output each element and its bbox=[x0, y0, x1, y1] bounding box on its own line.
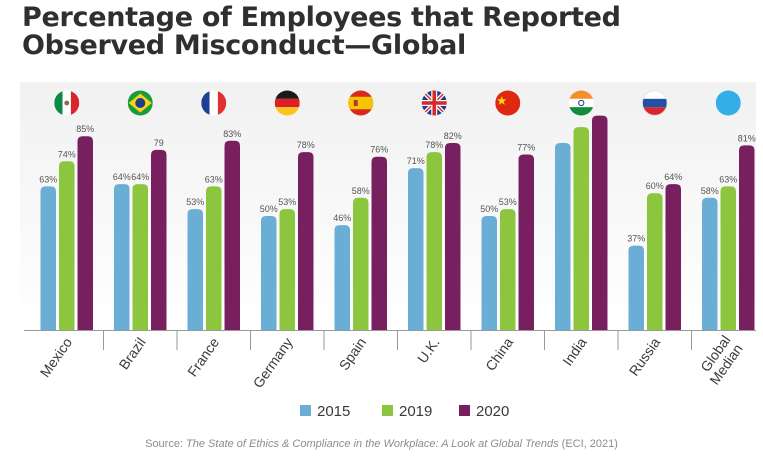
china-flag bbox=[495, 90, 521, 116]
category-label: Germany bbox=[250, 335, 296, 391]
bar-u-k--2015 bbox=[408, 168, 424, 330]
france-flag bbox=[201, 90, 227, 116]
legend-swatch-2020 bbox=[459, 405, 470, 416]
bar-brazil-2020 bbox=[151, 149, 167, 330]
data-label: 81% bbox=[738, 133, 756, 143]
source-title: The State of Ethics & Compliance in the … bbox=[186, 438, 559, 450]
data-label: 79 bbox=[154, 138, 164, 148]
data-label: 63% bbox=[205, 174, 223, 184]
data-label: 64% bbox=[113, 172, 131, 182]
category-label: GlobalMedian bbox=[694, 332, 746, 387]
bar-mexico-2020 bbox=[77, 136, 93, 330]
data-label-group: 63%74%85%64% 64%7953%63%83%50%53%78%46%58… bbox=[39, 124, 756, 243]
bar-india-2020 bbox=[592, 115, 608, 331]
data-label: 53% bbox=[186, 197, 204, 207]
data-label: 71% bbox=[407, 156, 425, 166]
category-label: U.K. bbox=[414, 335, 443, 366]
category-label: Russia bbox=[626, 334, 664, 378]
data-label: 63% bbox=[39, 174, 57, 184]
data-label: 63% bbox=[719, 174, 737, 184]
bar-germany-2019 bbox=[279, 209, 295, 330]
bar-mexico-2015 bbox=[40, 186, 56, 330]
data-label: 50% bbox=[480, 204, 498, 214]
chart-title-line-1: Percentage of Employees that Reported bbox=[22, 2, 621, 33]
category-label: Brazil bbox=[116, 335, 149, 373]
germany-flag bbox=[274, 90, 300, 116]
data-label: 64% bbox=[131, 172, 149, 182]
bar-brazil-2019 bbox=[132, 184, 148, 330]
bar-china-2020 bbox=[518, 154, 534, 330]
legend-swatch-2019 bbox=[382, 405, 393, 416]
chart-title-line-2: Observed Misconduct—Global bbox=[22, 30, 467, 61]
category-label: France bbox=[184, 334, 222, 379]
bar-russia-2015 bbox=[628, 245, 644, 330]
category-label: India bbox=[559, 334, 590, 368]
x-axis: Mexico Brazil France Germany Spain U.K. China I… bbox=[24, 330, 756, 391]
bar-france-2015 bbox=[187, 209, 203, 330]
data-label: 53% bbox=[278, 197, 296, 207]
bar-germany-2015 bbox=[261, 216, 277, 330]
spain-flag bbox=[348, 90, 374, 116]
data-label: 82% bbox=[444, 131, 462, 141]
bar-global-median-2019 bbox=[720, 186, 736, 330]
global-icon bbox=[715, 90, 741, 116]
legend: 2015 2019 2020 bbox=[300, 403, 509, 420]
bar-global-median-2020 bbox=[739, 145, 755, 330]
bar-germany-2020 bbox=[298, 152, 314, 330]
brazil-flag bbox=[127, 90, 153, 116]
data-label: 78% bbox=[297, 140, 315, 150]
bar-france-2019 bbox=[206, 186, 222, 330]
data-label: 37% bbox=[627, 234, 645, 244]
plot-background bbox=[20, 82, 756, 332]
data-label: 83% bbox=[223, 129, 241, 139]
bar-group bbox=[40, 115, 755, 331]
russia-flag bbox=[642, 90, 668, 116]
legend-label-2015: 2015 bbox=[317, 403, 350, 420]
legend-label-2019: 2019 bbox=[399, 403, 432, 420]
bar-russia-2020 bbox=[665, 184, 681, 330]
data-label: 60% bbox=[646, 181, 664, 191]
bar-mexico-2019 bbox=[59, 161, 75, 330]
mexico-flag bbox=[54, 90, 80, 116]
uk-flag bbox=[421, 90, 447, 116]
legend-swatch-2015 bbox=[300, 405, 311, 416]
bar-brazil-2015 bbox=[114, 184, 130, 330]
flag-row bbox=[54, 90, 741, 116]
bar-india-2019 bbox=[573, 127, 589, 330]
bar-global-median-2015 bbox=[702, 197, 718, 330]
legend-label-2020: 2020 bbox=[476, 403, 509, 420]
data-label: 64% bbox=[664, 172, 682, 182]
data-label: 53% bbox=[499, 197, 517, 207]
bar-spain-2019 bbox=[353, 197, 369, 330]
data-label: 78% bbox=[425, 140, 443, 150]
bar-spain-2020 bbox=[371, 156, 387, 330]
india-flag bbox=[568, 90, 594, 116]
data-label: 58% bbox=[701, 186, 719, 196]
source-prefix: Source: bbox=[145, 438, 187, 450]
bar-u-k--2020 bbox=[445, 143, 461, 330]
data-label: 76% bbox=[370, 145, 388, 155]
chart-title: Percentage of Employees that Reported Ob… bbox=[22, 4, 621, 60]
data-label: 74% bbox=[58, 149, 76, 159]
category-label: Spain bbox=[336, 335, 370, 374]
source-note: Source: The State of Ethics & Compliance… bbox=[0, 438, 763, 450]
category-label: China bbox=[482, 334, 516, 373]
data-label: 77% bbox=[517, 142, 535, 152]
source-suffix: (ECI, 2021) bbox=[558, 438, 618, 450]
bar-spain-2015 bbox=[334, 225, 350, 330]
bar-india-2015 bbox=[555, 143, 571, 330]
data-label: 58% bbox=[352, 186, 370, 196]
category-label: Mexico bbox=[37, 334, 76, 380]
bar-china-2019 bbox=[500, 209, 516, 330]
bar-u-k--2019 bbox=[426, 152, 442, 330]
bar-china-2015 bbox=[481, 216, 497, 330]
data-label: 85% bbox=[76, 124, 94, 134]
bar-france-2020 bbox=[224, 140, 240, 330]
data-label: 50% bbox=[260, 204, 278, 214]
data-label: 46% bbox=[333, 213, 351, 223]
bar-russia-2019 bbox=[647, 193, 663, 330]
